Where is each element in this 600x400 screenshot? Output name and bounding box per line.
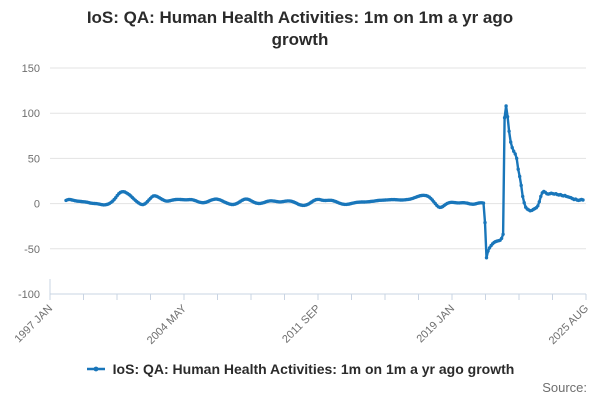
data-point-marker (504, 104, 508, 108)
data-point-marker (581, 198, 585, 202)
data-point-marker (481, 201, 486, 205)
y-tick-label: -50 (24, 244, 40, 256)
y-tick-label: -100 (18, 289, 40, 301)
y-tick-label: 150 (22, 63, 40, 75)
data-point-marker (536, 204, 540, 208)
chart-title-line1: IoS: QA: Human Health Activities: 1m on … (86, 8, 514, 27)
data-point-marker (501, 232, 505, 236)
data-point-marker (484, 256, 489, 260)
source-label: Source: (542, 380, 587, 395)
data-point-marker (515, 156, 519, 161)
data-point-marker (522, 201, 526, 205)
data-point-marker (510, 145, 514, 150)
data-point-marker (537, 200, 541, 204)
data-point-marker (513, 152, 517, 156)
series-line (64, 104, 585, 259)
legend-label: IoS: QA: Human Health Activities: 1m on … (112, 361, 515, 377)
y-tick-label: 100 (22, 108, 40, 120)
chart-title: IoS: QA: Human Health Activities: 1m on … (0, 7, 600, 52)
x-tick-label: 1997 JAN (12, 303, 55, 346)
data-point-marker (516, 167, 520, 171)
x-tick-label: 2004 MAY (145, 302, 190, 347)
data-point-marker (486, 249, 490, 253)
x-tick-label: 2011 SEP (280, 303, 323, 346)
data-point-marker (521, 194, 525, 199)
data-point-marker (502, 116, 507, 120)
chart-title-line2: growth (271, 30, 329, 50)
x-tick-label: 2019 JAN (414, 303, 457, 346)
legend-item[interactable]: IoS: QA: Human Health Activities: 1m on … (0, 361, 600, 377)
data-point-marker (483, 220, 487, 225)
data-point-marker (518, 174, 522, 179)
data-point-marker (509, 140, 513, 144)
data-point-marker (519, 183, 523, 188)
data-point-marker (539, 194, 543, 199)
y-tick-label: 50 (28, 153, 40, 165)
data-point-marker (505, 115, 510, 119)
y-tick-label: 0 (34, 199, 40, 211)
data-point-marker (499, 236, 504, 241)
data-point-marker (507, 129, 511, 133)
x-tick-label: 2025 AUG (547, 303, 591, 347)
data-point-marker (512, 149, 516, 153)
legend-line-marker-icon (86, 366, 105, 372)
